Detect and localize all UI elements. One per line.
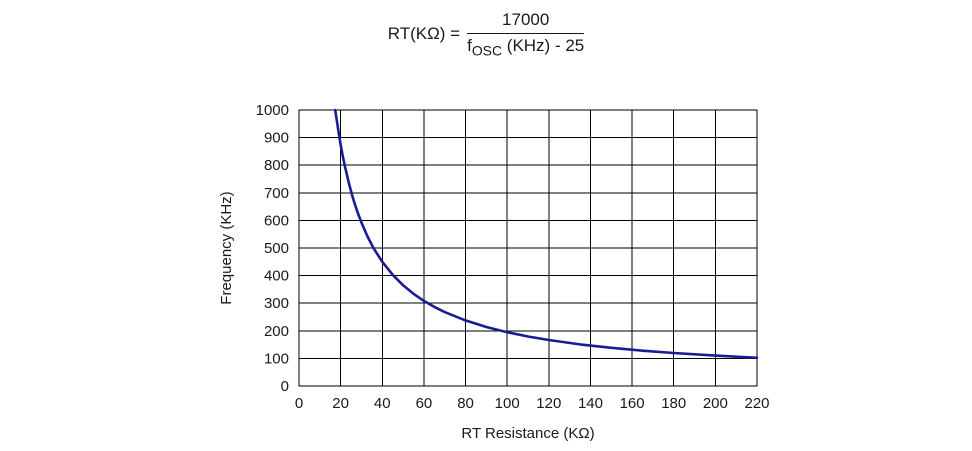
y-tick-label: 400: [264, 268, 289, 285]
x-tick-label: 40: [374, 395, 391, 412]
x-tick-label: 100: [495, 395, 520, 412]
formula-numerator: 17000: [467, 10, 585, 34]
formula-denominator: fOSC (KHz) - 25: [467, 34, 584, 58]
x-tick-label: 160: [620, 395, 645, 412]
frequency-chart: Frequency (KHz) RT Resistance (KΩ) 0 20 40…: [218, 85, 779, 451]
y-tick-label: 0: [281, 378, 289, 395]
formula-fraction: 17000 fOSC (KHz) - 25: [467, 10, 585, 58]
oscillator-formula: RT(KΩ) = 17000 fOSC (KHz) - 25: [0, 10, 972, 58]
x-tick-label: 80: [457, 395, 474, 412]
plot-svg: Frequency (KHz) RT Resistance (KΩ) 0 20 40…: [218, 102, 770, 442]
x-tick-label: 200: [703, 395, 728, 412]
formula-denominator-sub: OSC: [471, 42, 503, 59]
x-tick-label: 180: [661, 395, 686, 412]
y-tick-label: 700: [264, 185, 289, 202]
formula-lhs: RT(KΩ) =: [387, 24, 461, 44]
formula-denominator-f: f: [467, 36, 472, 55]
y-tick-label: 300: [264, 295, 289, 312]
formula-denominator-rest: (KHz) - 25: [506, 36, 585, 55]
plot-area: 0 20 40 60 80 100 120 140 160 180 200 220 0 100 200 300…: [256, 102, 770, 412]
y-tick-label: 200: [264, 323, 289, 340]
x-tick-label: 60: [416, 395, 433, 412]
y-tick-label: 1000: [256, 102, 289, 119]
y-tick-label: 100: [264, 350, 289, 367]
x-tick-label: 140: [578, 395, 603, 412]
x-axis-title: RT Resistance (KΩ): [461, 425, 594, 442]
y-axis-title: Frequency (KHz): [219, 191, 235, 304]
data-curve: [333, 108, 759, 360]
x-tick-label: 0: [295, 395, 303, 412]
x-tick-label: 220: [744, 395, 769, 412]
plot-border: [298, 109, 758, 387]
x-tick-label: 20: [332, 395, 349, 412]
y-tick-label: 900: [264, 130, 289, 147]
y-tick-label: 600: [264, 212, 289, 229]
x-tick-label: 120: [536, 395, 561, 412]
y-tick-label: 500: [264, 240, 289, 257]
y-tick-label: 800: [264, 157, 289, 174]
